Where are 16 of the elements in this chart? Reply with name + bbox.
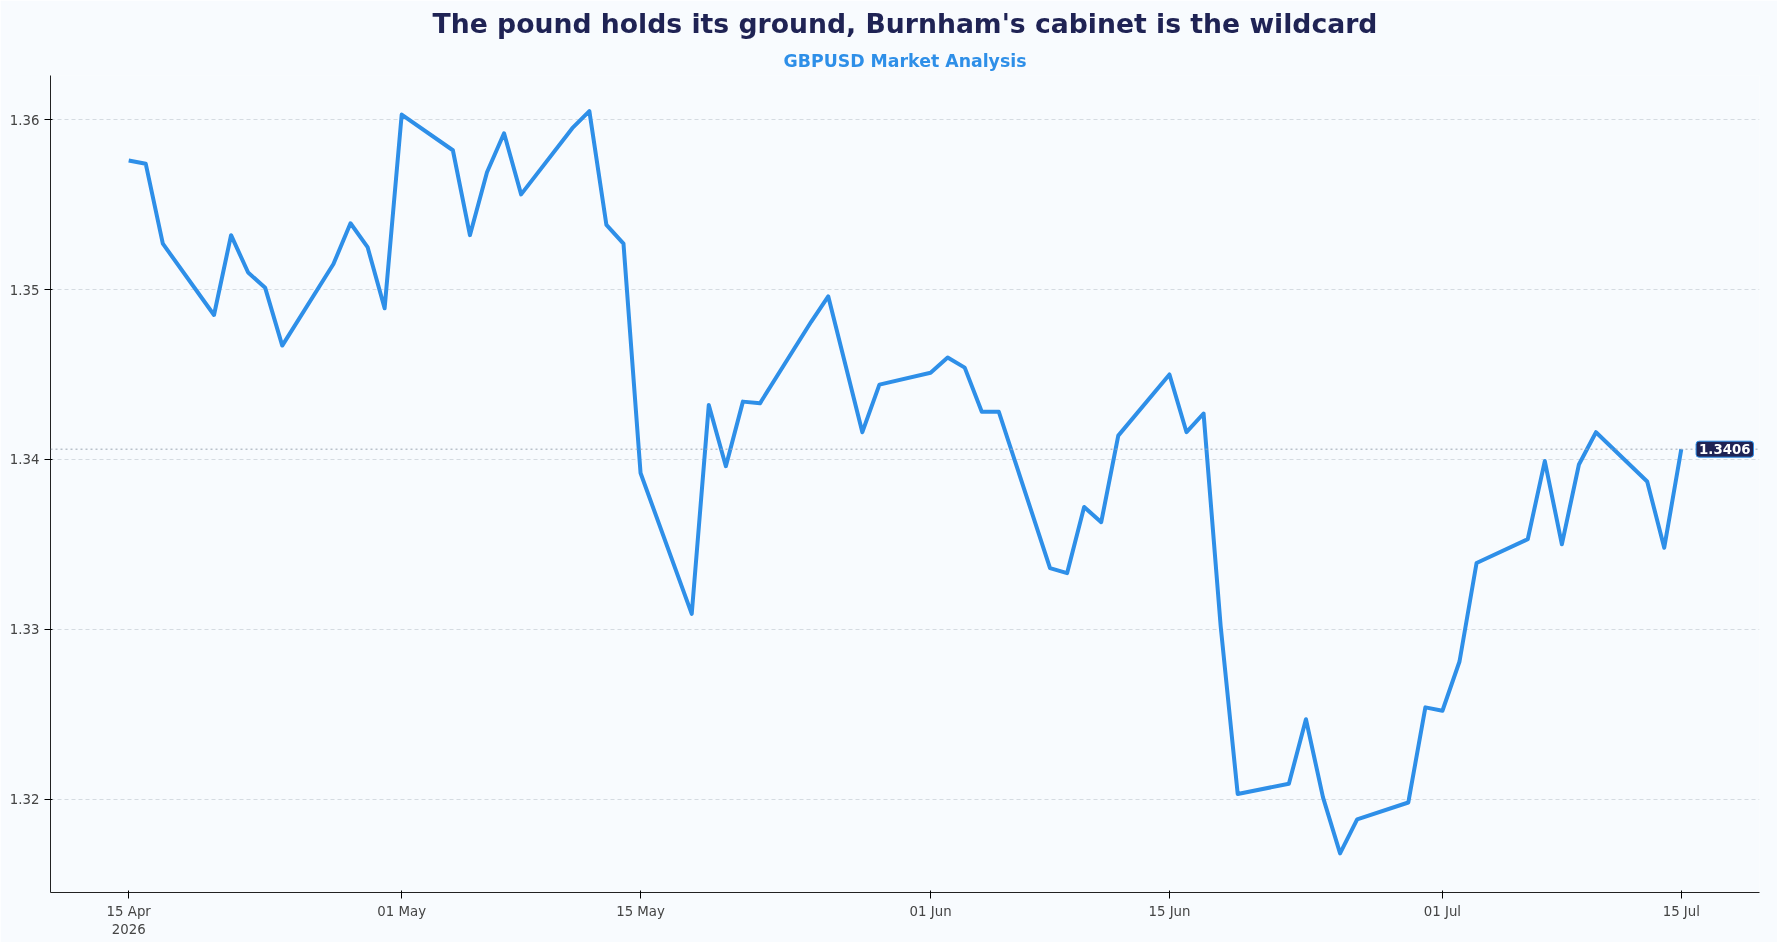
- x-tick-label: 15 Jun: [1148, 903, 1191, 919]
- x-tick-label: 01 May: [377, 903, 427, 919]
- x-tick-label: 15 Jul: [1662, 903, 1700, 919]
- x-tick-label: 01 Jul: [1423, 903, 1462, 919]
- y-tick-label: 1.36: [9, 112, 40, 128]
- y-tick-label: 1.33: [9, 622, 40, 638]
- x-tick-label: 15 May: [616, 903, 666, 919]
- y-tick-label: 1.35: [9, 282, 40, 298]
- ref-line-label: 1.3406: [1699, 442, 1751, 458]
- chart-subtitle: GBPUSD Market Analysis: [783, 50, 1027, 71]
- chart-title: The pound holds its ground, Burnham's cabinet is the wildcard: [432, 7, 1378, 39]
- line-series: [126, 109, 1684, 856]
- x-tick-label: 01 Jun: [909, 903, 952, 919]
- y-tick-label: 1.32: [9, 792, 40, 808]
- x-tick-label: 15 Apr 2026: [106, 903, 152, 937]
- y-tick-label: 1.34: [9, 452, 40, 468]
